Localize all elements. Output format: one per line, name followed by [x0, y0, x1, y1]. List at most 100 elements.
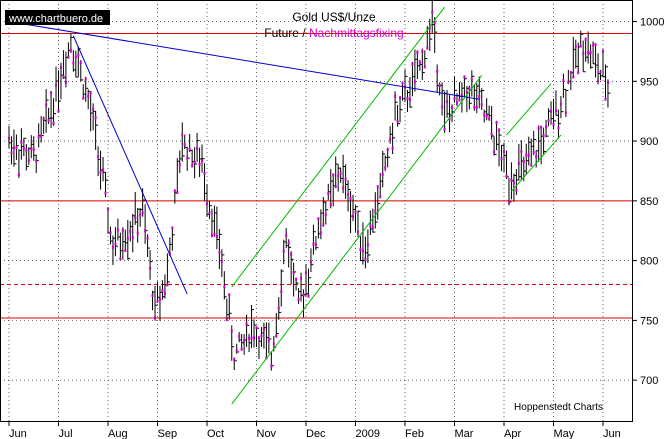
fixing-mark [428, 26, 431, 30]
fixing-mark [478, 95, 481, 99]
chart-title: Gold US$/Unze [292, 10, 376, 24]
fixing-mark [525, 153, 528, 157]
fixing-mark [129, 230, 132, 234]
fixing-mark [79, 61, 82, 65]
fixing-mark [144, 229, 147, 233]
fixing-mark [406, 97, 409, 101]
fixing-mark [483, 113, 486, 117]
y-tick-label: 800 [640, 256, 658, 268]
fixing-mark [193, 160, 196, 164]
fixing-mark [238, 334, 241, 338]
fixing-mark [485, 114, 488, 118]
fixing-mark [329, 203, 332, 207]
fixing-mark [220, 259, 223, 263]
fixing-mark [480, 103, 483, 107]
x-tick-label: Jul [59, 428, 73, 439]
fixing-mark [517, 161, 520, 165]
fixing-mark [463, 75, 466, 79]
fixing-mark [547, 119, 550, 123]
fixing-mark [559, 102, 562, 106]
fixing-mark [431, 10, 434, 14]
fixing-mark [45, 103, 48, 107]
fixing-mark [181, 133, 184, 137]
fixing-mark [542, 134, 545, 138]
fixing-mark [302, 293, 305, 297]
fixing-mark [20, 140, 23, 144]
fixing-mark [27, 159, 30, 163]
fixing-mark [114, 242, 117, 246]
fixing-mark [312, 242, 315, 246]
fixing-mark [228, 293, 231, 297]
fixing-mark [235, 349, 238, 353]
fixing-mark [290, 252, 293, 256]
fixing-mark [77, 53, 80, 57]
fixing-mark [354, 210, 357, 214]
subtitle-future: Future [264, 26, 299, 40]
fixing-mark [389, 137, 392, 141]
fixing-mark [87, 94, 90, 98]
fixing-mark [396, 119, 399, 123]
fixing-mark [178, 163, 181, 167]
fixing-mark [327, 191, 330, 195]
fixing-mark [337, 174, 340, 178]
fixing-mark [386, 148, 389, 152]
fixing-mark [503, 150, 505, 154]
fixing-mark [567, 80, 570, 84]
downtrend-line [8, 21, 480, 100]
fixing-mark [257, 336, 260, 340]
fixing-mark [604, 97, 607, 101]
fixing-mark [250, 336, 253, 340]
x-axis: Jun Jul Aug Sep Oct Nov Dec 2009 Feb Mar Apr May Jun [8, 422, 621, 439]
fixing-mark [151, 293, 154, 297]
fixing-mark [587, 50, 590, 54]
fixing-mark [141, 211, 144, 215]
fixing-mark [441, 105, 444, 109]
fixing-mark [545, 125, 548, 129]
fixing-mark [72, 61, 75, 65]
fixing-mark [564, 111, 567, 115]
fixing-mark [42, 117, 45, 121]
chart-subtitle: Future / Nachmittagsfixing [264, 26, 403, 40]
fixing-mark [89, 91, 92, 95]
fixing-mark [82, 96, 85, 100]
fixing-mark [394, 94, 397, 98]
fixing-mark [215, 234, 218, 238]
fixing-mark [332, 173, 335, 177]
fixing-mark [500, 157, 503, 161]
fixing-mark [32, 148, 35, 152]
fixing-mark [451, 106, 454, 110]
fixing-mark [124, 249, 127, 253]
fixing-mark [530, 163, 533, 167]
plot-frame [0, 0, 633, 422]
fixing-mark [448, 117, 451, 121]
fixing-mark [475, 105, 478, 109]
fixing-mark [40, 134, 43, 138]
fixing-mark [30, 147, 33, 151]
downtrend-line [72, 35, 188, 295]
fixing-mark [260, 334, 263, 338]
fixing-mark [47, 118, 50, 122]
x-tick-label: Apr [504, 428, 521, 439]
fixing-mark [196, 147, 199, 151]
fixing-mark [458, 98, 461, 102]
fixing-mark [297, 298, 300, 302]
fixing-mark [163, 291, 166, 295]
fixing-mark [554, 109, 557, 113]
y-tick-label: 750 [640, 315, 658, 327]
fixing-mark [376, 185, 379, 189]
fixing-mark [171, 226, 174, 230]
fixing-mark [371, 226, 374, 230]
x-tick-label: Jun [603, 428, 621, 439]
fixing-mark [188, 147, 191, 151]
fixing-mark [369, 224, 372, 228]
fixing-mark [579, 44, 582, 48]
fixing-mark [520, 149, 523, 153]
fixing-mark [443, 127, 446, 131]
x-tick-label: 2009 [356, 428, 380, 439]
x-tick-label: Dec [306, 428, 326, 439]
fixing-mark [438, 84, 441, 88]
fixing-mark [285, 233, 288, 237]
fixing-mark [97, 155, 100, 159]
x-tick-label: Sep [158, 428, 178, 439]
fixing-mark [552, 123, 555, 127]
